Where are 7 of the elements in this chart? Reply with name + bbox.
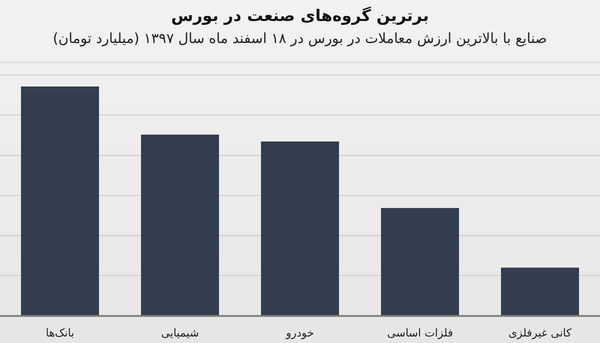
- chart-subtitle: صنایع با بالاترین ارزش معاملات در بورس در ۱۸ اسفند ماه سال ۱۳۹۷ (میلیارد تومان): [52, 31, 548, 47]
- chart-title: برترین گروه‌های صنعت در بورس: [170, 5, 430, 25]
- x-tick-label: کانی غیرفلزی: [508, 326, 572, 340]
- x-tick-label: شیمیایی: [161, 326, 199, 340]
- x-tick-label: خودرو: [284, 326, 314, 340]
- x-tick-label: فلزات اساسی: [387, 326, 453, 340]
- x-tick-label: بانک‌ها: [46, 326, 74, 340]
